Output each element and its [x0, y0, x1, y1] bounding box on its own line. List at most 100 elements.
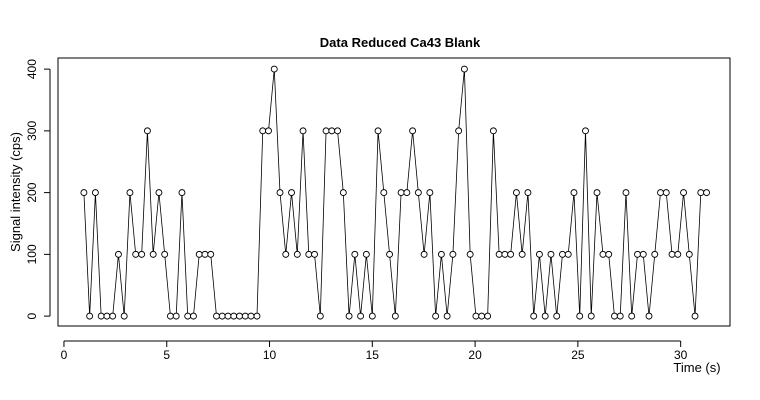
y-tick-label: 200	[25, 182, 39, 202]
data-point	[224, 312, 232, 320]
data-point	[155, 189, 163, 197]
data-point	[564, 250, 572, 258]
data-point	[293, 250, 301, 258]
data-point	[582, 127, 589, 135]
data-point	[311, 250, 318, 258]
data-point	[143, 127, 151, 135]
y-tick-label: 400	[25, 59, 39, 79]
data-point	[126, 189, 134, 197]
data-point	[374, 127, 382, 135]
data-point	[339, 189, 347, 197]
data-point	[691, 312, 699, 320]
data-point	[241, 312, 249, 320]
data-point	[541, 312, 549, 320]
data-point	[166, 312, 174, 320]
chart-title: Data Reduced Ca43 Blank	[320, 35, 481, 50]
data-point	[334, 127, 342, 135]
data-point	[201, 250, 209, 258]
data-point	[512, 189, 520, 197]
data-point	[86, 312, 94, 320]
data-point	[380, 189, 388, 197]
data-point	[247, 312, 255, 320]
data-point	[386, 250, 394, 258]
data-point	[651, 250, 659, 258]
data-point	[414, 189, 422, 197]
data-point	[570, 189, 578, 197]
data-point	[172, 312, 180, 320]
data-point	[103, 312, 111, 320]
data-point	[288, 189, 295, 197]
data-point	[426, 189, 434, 197]
data-point	[345, 312, 353, 320]
data-point	[437, 250, 445, 258]
y-axis-label: Signal intensity (cps)	[8, 132, 23, 252]
data-point	[305, 250, 313, 258]
data-point	[576, 312, 584, 320]
x-tick-label: 30	[674, 348, 688, 362]
data-point	[270, 65, 278, 73]
data-point	[97, 312, 105, 320]
data-point	[449, 250, 457, 258]
data-point	[530, 312, 538, 320]
data-point	[299, 127, 307, 135]
data-point	[599, 250, 607, 258]
data-point	[628, 312, 636, 320]
data-point	[455, 127, 463, 135]
data-point	[674, 250, 682, 258]
x-tick-label: 20	[468, 348, 482, 362]
y-tick-label: 0	[25, 312, 39, 319]
data-point	[501, 250, 509, 258]
data-point	[622, 189, 630, 197]
data-point	[535, 250, 543, 258]
data-point	[443, 312, 451, 320]
x-tick-label: 5	[163, 348, 170, 362]
data-point	[662, 189, 670, 197]
data-point	[587, 312, 595, 320]
data-point	[328, 127, 336, 135]
data-point	[680, 189, 687, 197]
data-point	[184, 312, 192, 320]
x-tick-label: 10	[263, 348, 277, 362]
data-point	[276, 189, 284, 197]
data-point	[91, 189, 99, 197]
x-tick-label: 0	[61, 348, 68, 362]
data-point	[472, 312, 480, 320]
x-axis-label: Time (s)	[673, 360, 720, 375]
data-point	[138, 250, 146, 258]
y-tick-label: 300	[25, 121, 39, 141]
y-tick-label: 100	[25, 244, 39, 264]
data-point	[80, 189, 88, 197]
data-point	[149, 250, 157, 258]
data-point	[685, 250, 693, 258]
data-point	[161, 250, 169, 258]
data-point	[207, 250, 215, 258]
data-point	[178, 189, 186, 197]
data-point	[524, 189, 532, 197]
data-point	[616, 312, 624, 320]
data-point	[109, 312, 117, 320]
plot-box	[57, 57, 731, 327]
data-point	[547, 250, 555, 258]
data-point	[357, 312, 365, 320]
data-point	[478, 312, 486, 320]
data-point	[253, 312, 261, 320]
x-tick-label: 25	[571, 348, 585, 362]
data-point	[322, 127, 330, 135]
data-point	[495, 250, 503, 258]
data-point	[559, 250, 566, 258]
data-point	[409, 127, 417, 135]
data-point	[391, 312, 399, 320]
data-point	[195, 250, 203, 258]
data-point	[259, 127, 267, 135]
data-point	[282, 250, 290, 258]
data-point	[397, 189, 405, 197]
data-point	[190, 312, 197, 320]
data-point	[518, 250, 526, 258]
data-point	[703, 189, 711, 197]
data-point	[593, 189, 601, 197]
data-point	[645, 312, 653, 320]
data-point	[657, 189, 664, 197]
data-point	[507, 250, 515, 258]
